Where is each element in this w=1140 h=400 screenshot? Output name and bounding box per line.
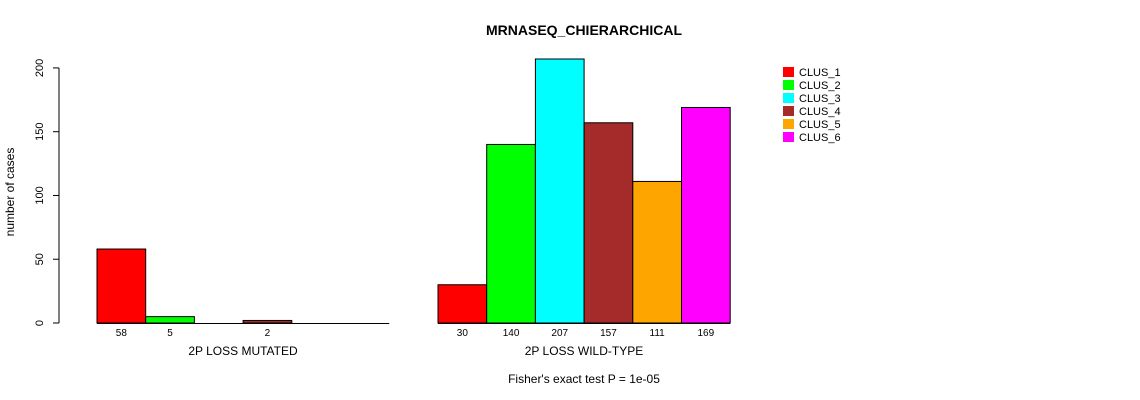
legend-swatch (783, 93, 794, 103)
bar-count-label: 58 (116, 328, 128, 339)
legend-label: CLUS_2 (799, 80, 841, 92)
bar-count-label: 30 (457, 328, 469, 339)
legend-label: CLUS_6 (799, 132, 841, 144)
legend-label: CLUS_3 (799, 93, 841, 105)
bar-count-label: 157 (600, 328, 617, 339)
panel-0-label: 2P LOSS MUTATED (188, 344, 298, 358)
legend-swatch (783, 106, 794, 116)
y-tick-label: 200 (34, 59, 46, 77)
bar-clus-2 (486, 143, 536, 324)
bar-count-label: 5 (167, 328, 173, 339)
legend-swatch (783, 132, 794, 142)
bar-clus-1 (437, 284, 488, 324)
bar-clus-5 (632, 180, 682, 324)
y-tick-label: 0 (34, 320, 46, 326)
y-axis-label: number of cases (3, 148, 17, 237)
bar-clus-2 (145, 316, 195, 324)
legend-label: CLUS_1 (799, 67, 841, 79)
bar-clus-4 (583, 122, 634, 324)
legend-swatch (783, 119, 794, 129)
panel-mutated: 58 5 2 (96, 248, 390, 339)
bar-count-label: 140 (503, 328, 520, 339)
bar-clus-1 (96, 248, 147, 324)
bar-count-label: 169 (698, 328, 715, 339)
legend-swatch (783, 67, 794, 77)
legend-label: CLUS_4 (799, 106, 841, 118)
y-axis: 0 50 100 150 200 (34, 59, 60, 326)
legend-swatch (783, 80, 794, 90)
bar-clus-6 (681, 106, 731, 324)
legend-label: CLUS_5 (799, 119, 841, 131)
bar-clus-3 (534, 58, 585, 324)
bar-clus-4 (242, 319, 293, 324)
bar-count-label: 207 (551, 328, 568, 339)
bar-count-label: 2 (265, 328, 271, 339)
y-tick-label: 50 (34, 253, 46, 265)
bar-count-label: 111 (650, 328, 666, 339)
y-tick-label: 100 (34, 186, 46, 204)
chart-title: MRNASEQ_CHIERARCHICAL (486, 22, 682, 38)
fisher-test-footer: Fisher's exact test P = 1e-05 (508, 372, 660, 386)
y-tick-label: 150 (34, 123, 46, 141)
panel-1-label: 2P LOSS WILD-TYPE (525, 344, 643, 358)
panel-wild-type: 30 140 207 157 111 169 (437, 58, 731, 339)
